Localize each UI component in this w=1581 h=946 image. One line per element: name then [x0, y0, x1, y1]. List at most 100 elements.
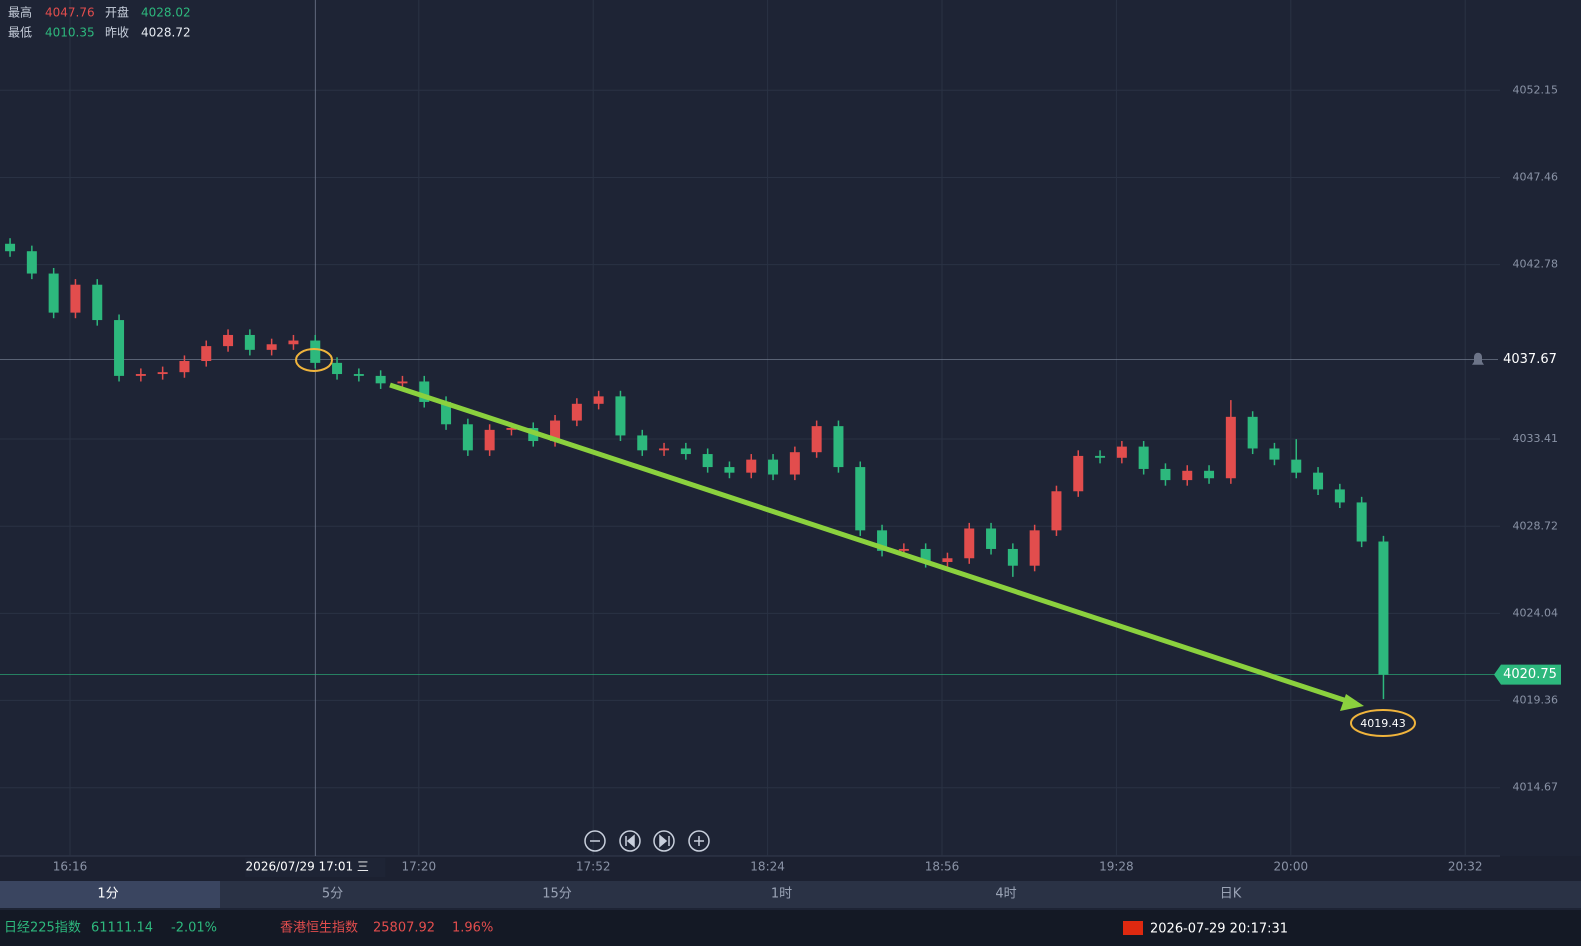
ticker-name: 香港恒生指数 — [280, 921, 358, 936]
candle-body — [550, 420, 561, 442]
candle-body — [332, 362, 343, 375]
quote-value: 4047.76 — [45, 6, 95, 20]
crosshair-time-box — [245, 858, 386, 877]
candle-body — [702, 454, 713, 468]
candle-body — [1378, 541, 1389, 675]
candle-body — [223, 334, 234, 347]
candle-body — [1334, 489, 1345, 503]
x-tick-label: 17:52 — [576, 860, 611, 874]
y-tick-label: 4019.36 — [1513, 693, 1559, 706]
candle-body — [397, 381, 408, 384]
quote-label: 开盘 — [105, 5, 129, 20]
zoom-out[interactable] — [584, 830, 606, 852]
candle-body — [1182, 470, 1193, 481]
x-tick-label: 19:28 — [1099, 860, 1134, 874]
candle-body — [768, 459, 779, 475]
candle-body — [833, 426, 844, 468]
period-tab[interactable]: 1时 — [771, 887, 792, 902]
candle-body — [637, 435, 648, 451]
candle-body — [877, 530, 888, 551]
candle-body — [1051, 491, 1062, 531]
ticker-name: 日经225指数 — [4, 921, 81, 936]
candle-body — [419, 381, 430, 402]
candle-body — [680, 448, 691, 455]
period-tab[interactable]: 日K — [1220, 887, 1242, 902]
y-tick-label: 4047.46 — [1513, 171, 1559, 184]
candle-body — [1356, 502, 1367, 542]
candle-body — [310, 340, 321, 363]
y-tick-label: 4042.78 — [1513, 258, 1559, 271]
candle-body — [615, 396, 626, 436]
candle-body — [48, 273, 59, 313]
candle-body — [1007, 548, 1018, 566]
ticker-price: 25807.92 — [373, 921, 435, 936]
candle-body — [1029, 530, 1040, 566]
period-tab[interactable]: 5分 — [322, 887, 343, 902]
x-tick-label: 20:00 — [1274, 860, 1309, 874]
candle-body — [5, 243, 16, 252]
candle-body — [789, 452, 800, 475]
candle-body — [26, 251, 37, 274]
candle-body — [593, 396, 604, 404]
candle-body — [1138, 446, 1149, 469]
nav-buttons[interactable] — [584, 830, 710, 852]
quote-value: 4010.35 — [45, 26, 95, 40]
candle-body — [157, 372, 168, 375]
candle-body — [1313, 472, 1324, 490]
candle-body — [811, 426, 822, 453]
clock: 2026-07-29 20:17:31 — [1150, 922, 1288, 937]
low-annotation: 4019.43 — [1360, 717, 1406, 730]
y-tick-label: 4028.72 — [1513, 519, 1559, 532]
last-price: 4020.75 — [1503, 667, 1557, 682]
candle-body — [964, 528, 975, 559]
zoom-in[interactable] — [688, 830, 710, 852]
candle-body — [266, 344, 277, 350]
candle-body — [179, 361, 190, 373]
candle-body — [114, 320, 125, 376]
candle-body — [942, 558, 953, 562]
crosshair-time: 2026/07/29 17:01 三 — [246, 860, 369, 874]
candle-body — [659, 448, 670, 451]
quote-label: 昨收 — [105, 26, 129, 40]
candle-body — [571, 403, 582, 421]
candle-body — [855, 467, 866, 531]
candle-body — [375, 375, 386, 384]
candle-body — [898, 548, 909, 551]
quote-value: 4028.72 — [141, 26, 191, 40]
candle-body — [1204, 470, 1215, 479]
candle-body — [484, 429, 495, 451]
candle-body — [462, 424, 473, 451]
x-tick-label: 20:32 — [1448, 860, 1483, 874]
crosshair-price: 4037.67 — [1503, 352, 1557, 367]
y-tick-label: 4014.67 — [1513, 781, 1559, 794]
candle-body — [1160, 468, 1171, 481]
highlight-circle — [1350, 709, 1416, 737]
period-tab[interactable]: 1分 — [97, 887, 118, 902]
quote-value: 4028.02 — [141, 6, 191, 20]
crosshair-price-box — [1498, 348, 1564, 371]
period-tab[interactable]: 15分 — [542, 887, 572, 902]
candle-body — [986, 528, 997, 549]
candle-body — [201, 346, 212, 362]
toolbar-bg — [0, 881, 1581, 908]
y-tick-label: 4024.04 — [1513, 606, 1559, 619]
period-tab[interactable]: 4时 — [995, 887, 1016, 902]
x-tick-label: 18:56 — [925, 860, 960, 874]
y-tick-label: 4052.15 — [1513, 83, 1559, 96]
x-tick-label: 18:24 — [750, 860, 785, 874]
candle-body — [353, 374, 364, 376]
highlight-circle — [295, 348, 333, 372]
candle-body — [920, 548, 931, 562]
to-start[interactable] — [619, 830, 641, 852]
candle-body — [1116, 446, 1127, 458]
trend-arrow — [389, 382, 1351, 705]
candle-body — [1095, 455, 1106, 458]
to-end[interactable] — [653, 830, 675, 852]
candle-body — [1073, 455, 1084, 492]
time-axis-bg — [0, 856, 1581, 881]
candle-body — [1247, 416, 1258, 449]
active-tab-bg — [0, 881, 220, 908]
y-tick-label: 4033.41 — [1513, 432, 1559, 445]
x-tick-label: 17:20 — [402, 860, 437, 874]
candle-body — [244, 334, 255, 350]
